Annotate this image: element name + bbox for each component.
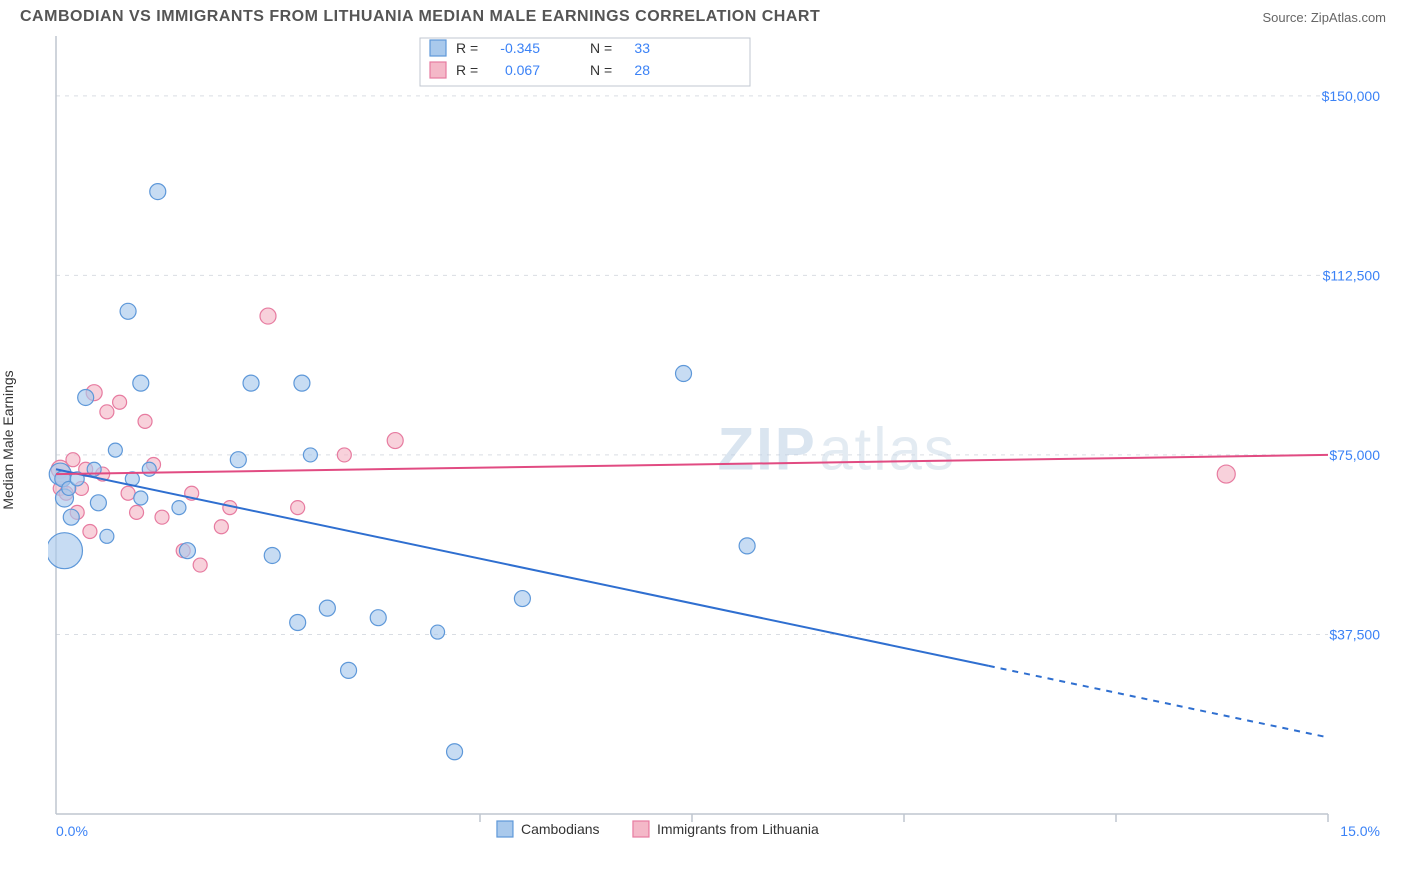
legend-swatch [430, 40, 446, 56]
data-point [83, 525, 97, 539]
y-tick-label: $37,500 [1329, 626, 1380, 642]
data-point [121, 486, 135, 500]
data-point [113, 395, 127, 409]
data-point [134, 491, 148, 505]
data-point [319, 600, 335, 616]
data-point [193, 558, 207, 572]
legend-r-value: -0.345 [500, 40, 540, 56]
data-point [78, 389, 94, 405]
data-point [264, 547, 280, 563]
x-tick-label: 15.0% [1340, 823, 1380, 839]
legend-n-label: N = [590, 62, 612, 78]
data-point [341, 662, 357, 678]
data-point [230, 452, 246, 468]
trend-line [56, 455, 1328, 474]
y-tick-label: $75,000 [1329, 447, 1380, 463]
data-point [303, 448, 317, 462]
legend-swatch [633, 821, 649, 837]
source-attribution: Source: ZipAtlas.com [1262, 10, 1386, 25]
legend-series-label: Immigrants from Lithuania [657, 821, 819, 837]
watermark: atlas [819, 415, 956, 482]
legend-n-value: 28 [634, 62, 650, 78]
x-tick-label: 0.0% [56, 823, 88, 839]
legend-n-label: N = [590, 40, 612, 56]
chart-title: CAMBODIAN VS IMMIGRANTS FROM LITHUANIA M… [20, 8, 820, 26]
data-point [291, 501, 305, 515]
data-point [260, 308, 276, 324]
y-axis-label: Median Male Earnings [0, 370, 16, 509]
data-point [133, 375, 149, 391]
data-point [90, 495, 106, 511]
y-tick-label: $150,000 [1322, 88, 1381, 104]
legend-n-value: 33 [634, 40, 650, 56]
data-point [1217, 465, 1235, 483]
data-point [100, 529, 114, 543]
data-point [739, 538, 755, 554]
legend-r-label: R = [456, 62, 478, 78]
data-point [108, 443, 122, 457]
data-point [150, 184, 166, 200]
series-legend: Cambodians Immigrants from Lithuania [497, 821, 819, 837]
data-point [243, 375, 259, 391]
data-point [337, 448, 351, 462]
data-point [155, 510, 169, 524]
data-point [100, 405, 114, 419]
y-tick-label: $112,500 [1323, 267, 1381, 283]
data-point [179, 543, 195, 559]
watermark: ZIP [717, 415, 816, 482]
data-point [172, 501, 186, 515]
trend-line-extrapolated [989, 666, 1328, 737]
data-point [63, 509, 79, 525]
data-point [120, 303, 136, 319]
data-point [48, 533, 82, 569]
data-point [676, 366, 692, 382]
legend-r-label: R = [456, 40, 478, 56]
legend-r-value: 0.067 [505, 62, 540, 78]
correlation-scatter-chart: ZIPatlas $37,500 $75,000 $112,500 $150,000 0.… [48, 30, 1386, 850]
data-point [370, 610, 386, 626]
data-point [214, 520, 228, 534]
data-point [142, 462, 156, 476]
data-point [431, 625, 445, 639]
legend-swatch [497, 821, 513, 837]
data-point [66, 453, 80, 467]
data-point [447, 744, 463, 760]
data-point [387, 433, 403, 449]
data-point [138, 414, 152, 428]
data-point [514, 591, 530, 607]
data-point [290, 614, 306, 630]
data-point [130, 505, 144, 519]
legend-series-label: Cambodians [521, 821, 600, 837]
legend-swatch [430, 62, 446, 78]
data-point [294, 375, 310, 391]
